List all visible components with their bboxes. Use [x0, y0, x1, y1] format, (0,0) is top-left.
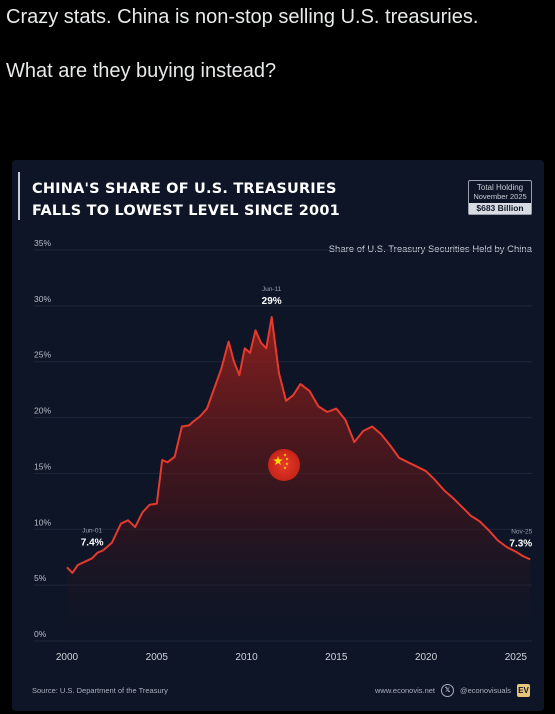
- y-tick-label: 10%: [34, 517, 51, 527]
- y-tick-label: 15%: [34, 461, 51, 471]
- x-tick-label: 2025: [505, 652, 528, 663]
- y-tick-label: 0%: [34, 629, 47, 639]
- post-text-line-1: Crazy stats. China is non-stop selling U…: [6, 6, 479, 28]
- chart-plot: 0% 5% 10% 15% 20% 25% 30% 35% 2000 2005 2010 2015 20…: [34, 238, 533, 663]
- series-line: [66, 316, 531, 574]
- post-text: Crazy stats. China is non-stop selling U…: [6, 4, 546, 85]
- total-holding-label: Total Holding: [476, 183, 524, 192]
- y-tick-label: 5%: [34, 573, 47, 583]
- flag-disc: [268, 449, 300, 481]
- annotation-value: 29%: [262, 296, 282, 307]
- social-handle[interactable]: @econovisuals: [460, 686, 511, 695]
- flag-small-star: [283, 453, 287, 457]
- econovis-logo: EV: [517, 684, 530, 697]
- chart-card[interactable]: CHINA'S SHARE OF U.S. TREASURIES FALLS T…: [12, 160, 544, 711]
- y-tick-label: 25%: [34, 350, 51, 360]
- series-area: [67, 317, 531, 641]
- total-holding-amount: $683 Billion: [469, 203, 531, 214]
- flag-big-star: [273, 456, 283, 465]
- total-holding-date: November 2025: [473, 192, 527, 201]
- chart-title-line-2: FALLS TO LOWEST LEVEL SINCE 2001: [32, 203, 340, 219]
- annotation-date: Jun-11: [262, 286, 282, 293]
- flag-small-star: [283, 466, 287, 470]
- chart-title: CHINA'S SHARE OF U.S. TREASURIES FALLS T…: [32, 178, 340, 222]
- flag-small-star: [285, 462, 289, 466]
- annotation-date: Nov-25: [511, 528, 532, 535]
- y-tick-label: 35%: [34, 238, 51, 248]
- source-note: Source: U.S. Department of the Treasury: [32, 686, 168, 695]
- title-accent-bar: [18, 172, 20, 220]
- x-tick-label: 2020: [415, 652, 438, 663]
- y-tick-label: 30%: [34, 294, 51, 304]
- total-holding-badge: Total Holding November 2025 $683 Billion: [468, 180, 532, 215]
- post-text-line-2: What are they buying instead?: [6, 60, 277, 82]
- x-logo-icon: 𝕏: [441, 684, 455, 697]
- x-tick-label: 2015: [325, 652, 348, 663]
- footer-credits: www.econovis.net 𝕏 @econovisuals EV: [375, 684, 530, 697]
- x-tick-label: 2010: [235, 652, 258, 663]
- annotation-value: 7.4%: [81, 537, 104, 548]
- annotation-date: Jun-01: [82, 527, 102, 534]
- x-tick-label: 2000: [56, 652, 79, 663]
- china-flag-icon: [268, 449, 300, 481]
- flag-small-star: [285, 457, 289, 461]
- y-tick-label: 20%: [34, 406, 51, 416]
- website-link[interactable]: www.econovis.net: [374, 686, 436, 695]
- x-tick-label: 2005: [146, 652, 169, 663]
- annotation-value: 7.3%: [509, 538, 532, 549]
- chart-title-line-1: CHINA'S SHARE OF U.S. TREASURIES: [32, 181, 337, 197]
